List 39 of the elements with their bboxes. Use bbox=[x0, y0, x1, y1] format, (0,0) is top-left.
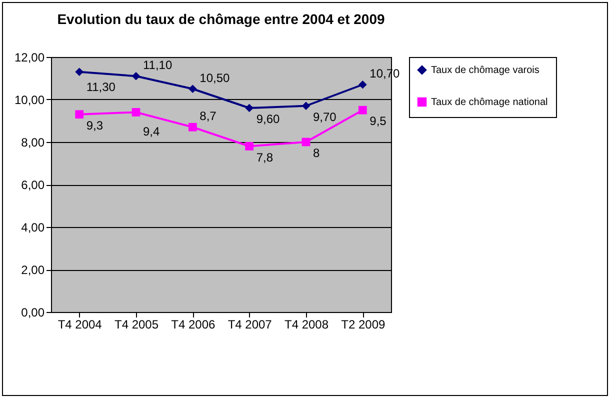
y-tick-label: 6,00 bbox=[21, 178, 45, 192]
data-label: 11,10 bbox=[143, 58, 172, 72]
point bbox=[132, 108, 140, 116]
point bbox=[358, 80, 367, 89]
chart-title: Evolution du taux de chômage entre 2004 et 2009 bbox=[57, 11, 385, 27]
x-tick-label: T4 2004 bbox=[58, 318, 102, 332]
point bbox=[245, 142, 254, 150]
point bbox=[358, 106, 367, 114]
data-label: 10,50 bbox=[200, 70, 230, 85]
y-tick-label: 12,00 bbox=[14, 50, 45, 64]
y-tick-label: 10,00 bbox=[14, 93, 45, 107]
point bbox=[75, 68, 84, 76]
point bbox=[75, 110, 84, 119]
data-label: 8,7 bbox=[200, 109, 217, 124]
legend-label: Taux de chômage varois bbox=[431, 65, 540, 76]
data-label: 7,8 bbox=[256, 150, 274, 164]
data-label: 9,5 bbox=[370, 114, 387, 128]
y-tick-label: 2,00 bbox=[21, 263, 45, 277]
point bbox=[188, 84, 197, 94]
x-tick-label: T4 2008 bbox=[284, 318, 329, 332]
data-label: 9,70 bbox=[313, 110, 337, 124]
legend-label: Taux de chômage national bbox=[431, 97, 548, 108]
data-label: 9,4 bbox=[143, 124, 160, 138]
point bbox=[302, 138, 310, 146]
data-label: 8 bbox=[313, 146, 320, 160]
y-tick-label: 8,00 bbox=[21, 136, 45, 150]
y-tick-label: 4,00 bbox=[21, 220, 45, 234]
data-label: 9,60 bbox=[256, 112, 280, 126]
point bbox=[245, 104, 254, 112]
x-tick-label: T2 2009 bbox=[341, 318, 386, 332]
x-tick-label: T4 2006 bbox=[171, 318, 216, 332]
point bbox=[132, 72, 140, 80]
point bbox=[188, 122, 197, 132]
point bbox=[302, 102, 310, 110]
x-tick-label: T4 2005 bbox=[114, 318, 159, 332]
data-label: 11,30 bbox=[86, 80, 116, 94]
x-tick-label: T4 2007 bbox=[228, 318, 272, 332]
y-tick-label: 0,00 bbox=[21, 306, 45, 320]
data-label: 9,3 bbox=[86, 118, 104, 132]
